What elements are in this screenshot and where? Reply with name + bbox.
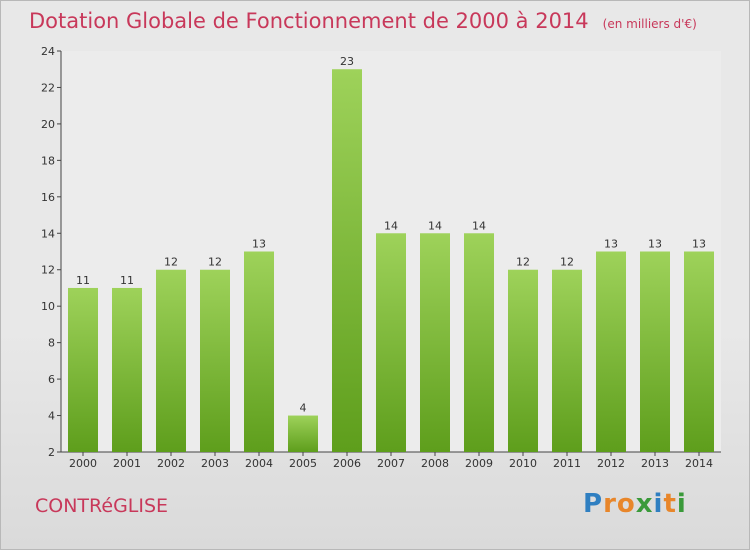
bar-value-label: 13	[252, 238, 266, 251]
bar-value-label: 11	[120, 274, 134, 287]
x-tick-label: 2006	[333, 457, 361, 470]
bar	[112, 287, 142, 452]
logo-letter: P	[583, 489, 604, 519]
bar	[68, 287, 98, 452]
bar-value-label: 13	[648, 238, 662, 251]
bar	[684, 251, 714, 452]
commune-name: CONTRéGLISE	[35, 495, 169, 517]
y-tick-label: 14	[41, 227, 55, 240]
bar-value-label: 12	[560, 256, 574, 269]
x-tick-label: 2009	[465, 457, 493, 470]
bar-value-label: 14	[428, 219, 442, 232]
logo-letter: x	[635, 489, 654, 519]
x-tick-label: 2008	[421, 457, 449, 470]
x-tick-label: 2001	[113, 457, 141, 470]
y-tick-label: 22	[41, 81, 55, 94]
y-tick-label: 10	[41, 300, 55, 313]
bar	[156, 269, 186, 452]
logo-letter: i	[653, 489, 664, 519]
bar	[332, 69, 362, 453]
bar-value-label: 4	[300, 402, 307, 415]
bar	[420, 233, 450, 452]
x-tick-label: 2002	[157, 457, 185, 470]
bar	[640, 251, 670, 452]
bar-value-label: 14	[472, 219, 486, 232]
bar-value-label: 13	[604, 238, 618, 251]
y-tick-label: 2	[48, 446, 55, 459]
x-tick-label: 2013	[641, 457, 669, 470]
x-tick-label: 2010	[509, 457, 537, 470]
x-tick-label: 2007	[377, 457, 405, 470]
bar-value-label: 12	[516, 256, 530, 269]
x-tick-label: 2004	[245, 457, 273, 470]
y-tick-label: 18	[41, 154, 55, 167]
bar-value-label: 12	[208, 256, 222, 269]
x-tick-label: 2011	[553, 457, 581, 470]
bar	[596, 251, 626, 452]
bar-value-label: 13	[692, 238, 706, 251]
bar-value-label: 23	[340, 55, 354, 68]
logo-letter: t	[663, 489, 677, 519]
logo-letter: o	[616, 489, 636, 519]
y-tick-label: 8	[48, 337, 55, 350]
proxiti-logo: Proxiti	[583, 489, 687, 519]
bar	[464, 233, 494, 452]
bar	[200, 269, 230, 452]
y-tick-label: 16	[41, 191, 55, 204]
bar	[288, 415, 318, 452]
bar-value-label: 14	[384, 219, 398, 232]
bar	[508, 269, 538, 452]
y-tick-label: 12	[41, 264, 55, 277]
x-tick-label: 2005	[289, 457, 317, 470]
logo-letter: i	[676, 489, 687, 519]
x-tick-label: 2014	[685, 457, 713, 470]
bar-value-label: 12	[164, 256, 178, 269]
y-tick-label: 20	[41, 118, 55, 131]
chart-subtitle: (en milliers d'€)	[602, 17, 697, 31]
y-tick-label: 4	[48, 410, 55, 423]
logo-letter: r	[603, 489, 617, 519]
x-tick-label: 2000	[69, 457, 97, 470]
bar	[376, 233, 406, 452]
bar-value-label: 11	[76, 274, 90, 287]
bar	[552, 269, 582, 452]
x-tick-label: 2003	[201, 457, 229, 470]
y-tick-label: 24	[41, 45, 55, 58]
chart-title: Dotation Globale de Fonctionnement de 20…	[29, 9, 697, 33]
x-tick-label: 2012	[597, 457, 625, 470]
bar	[244, 251, 274, 452]
y-tick-label: 6	[48, 373, 55, 386]
